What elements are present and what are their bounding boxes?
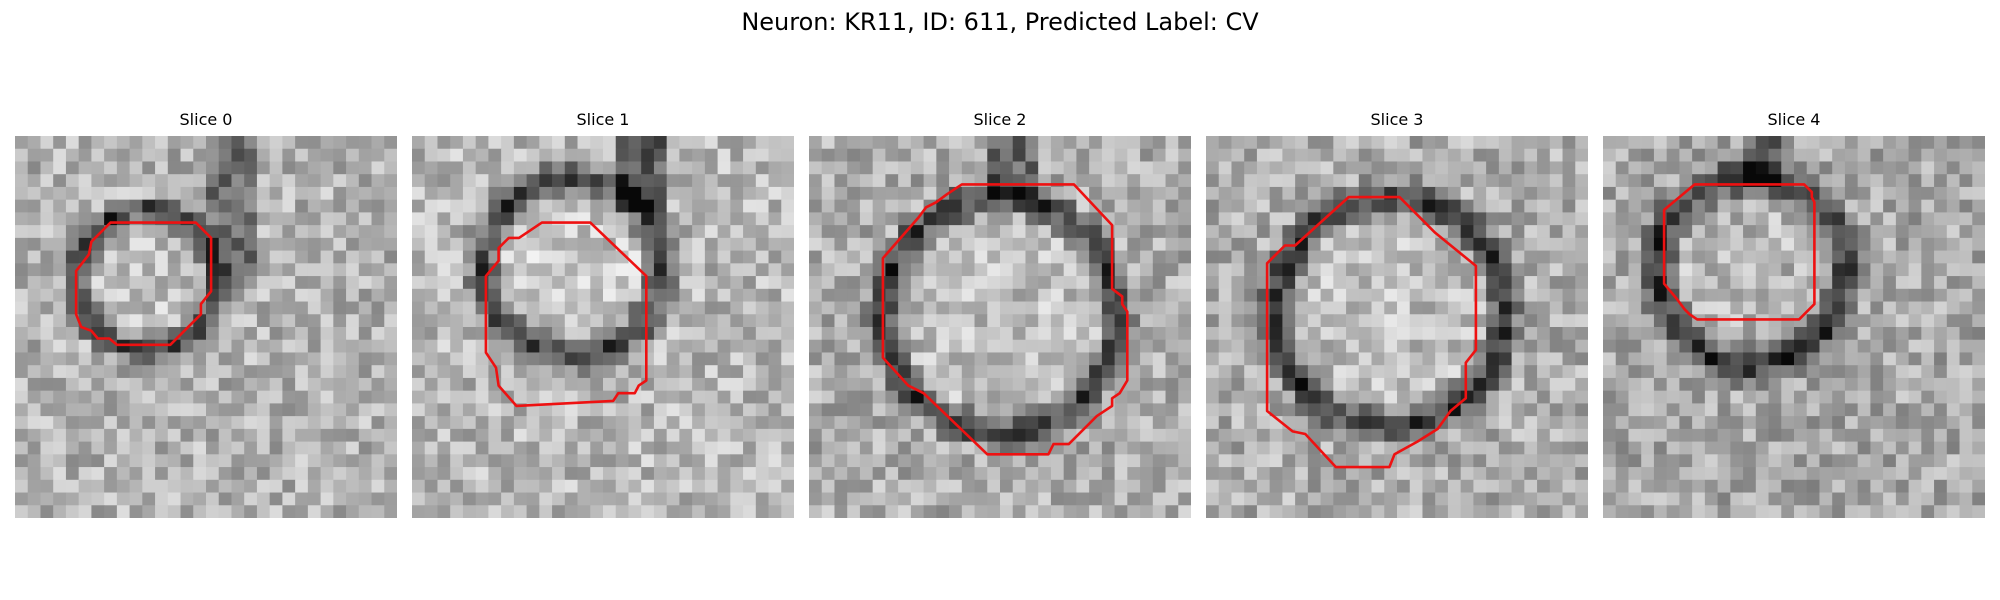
slice-title-1: Slice 1 — [576, 110, 630, 129]
slice-image-0 — [15, 136, 397, 518]
slice-panel-1: Slice 1 — [412, 108, 794, 518]
slice-title-2: Slice 2 — [973, 110, 1027, 129]
slice-image-1 — [412, 136, 794, 518]
pixel-grid — [809, 136, 1191, 518]
segmentation-outline — [74, 221, 213, 347]
slice-title-0: Slice 0 — [179, 110, 233, 129]
pixel-grid — [412, 136, 794, 518]
pixel-grid — [1603, 136, 1985, 518]
segmentation-outline — [881, 183, 1129, 456]
pixel-grid — [1206, 136, 1588, 518]
segmentation-outline — [484, 221, 648, 408]
slice-image-3 — [1206, 136, 1588, 518]
slice-image-4 — [1603, 136, 1985, 518]
segmentation-outline — [1662, 183, 1816, 321]
slice-panel-3: Slice 3 — [1206, 108, 1588, 518]
pixel-grid — [15, 136, 397, 518]
slice-panel-4: Slice 4 — [1603, 108, 1985, 518]
slice-image-2 — [809, 136, 1191, 518]
figure-title: Neuron: KR11, ID: 611, Predicted Label: … — [741, 8, 1259, 36]
slice-panel-2: Slice 2 — [809, 108, 1191, 518]
slice-title-3: Slice 3 — [1370, 110, 1424, 129]
slice-title-4: Slice 4 — [1767, 110, 1821, 129]
segmentation-outline — [1265, 195, 1478, 469]
slice-panel-0: Slice 0 — [15, 108, 397, 518]
